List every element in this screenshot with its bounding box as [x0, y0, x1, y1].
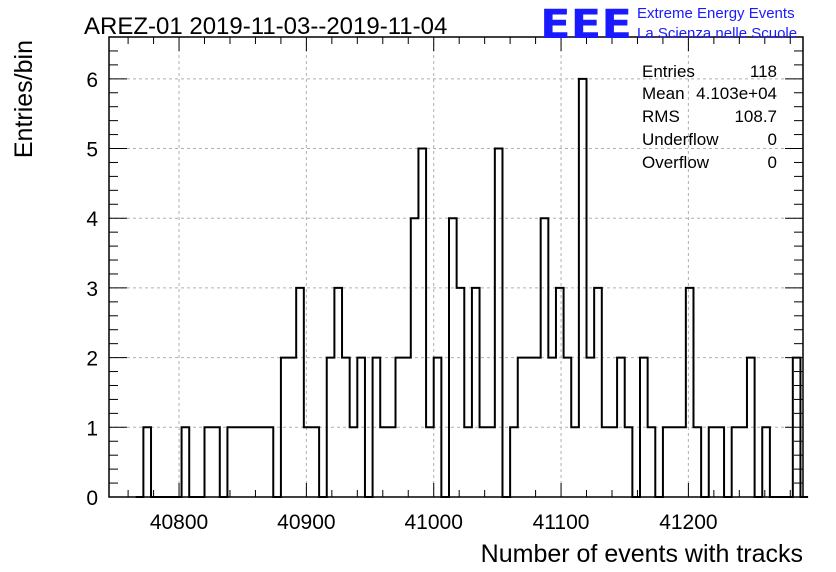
eee-logo-line1: Extreme Energy Events — [637, 5, 795, 22]
stats-entries-label: Entries — [642, 62, 695, 81]
stats-rms-label: RMS — [642, 107, 680, 126]
grid-lines — [109, 37, 803, 497]
tick-labels: 40800 40900 41000 41100 41200 0 1 2 3 4 5 6 — [86, 69, 717, 534]
x-tick-label: 41000 — [405, 511, 463, 534]
y-tick-label: 4 — [86, 208, 98, 231]
stats-mean-label: Mean — [642, 84, 685, 103]
stats-box: Entries 118 Mean 4.103e+04 RMS 108.7 Und… — [642, 62, 777, 172]
plot-frame — [108, 36, 804, 498]
axes — [108, 36, 804, 498]
stats-rms-value: 108.7 — [734, 107, 777, 126]
x-axis-label: Number of events with tracks — [481, 540, 803, 568]
chart-title: AREZ-01 2019-11-03--2019-11-04 — [84, 13, 447, 40]
histogram-series — [135, 77, 809, 498]
stats-entries-value: 118 — [750, 62, 777, 81]
y-tick-label: 2 — [86, 348, 98, 371]
eee-logo-mark: EEE — [540, 2, 632, 48]
stats-underflow-label: Underflow — [642, 130, 719, 149]
stats-underflow-value: 0 — [768, 130, 777, 149]
stats-overflow-value: 0 — [768, 153, 777, 172]
eee-logo-line2: La Scienza nelle Scuole — [637, 25, 797, 42]
y-tick-label: 6 — [86, 69, 98, 92]
x-tick-label: 40900 — [277, 511, 335, 534]
x-tick-label: 40800 — [150, 511, 208, 534]
eee-logo: EEE Extreme Energy Events La Scienza nel… — [540, 2, 797, 48]
histogram-outline — [135, 77, 809, 498]
stats-overflow-label: Overflow — [642, 153, 710, 172]
y-tick-label: 5 — [86, 139, 98, 162]
x-tick-label: 41200 — [659, 511, 717, 534]
x-tick-label: 41100 — [533, 511, 590, 534]
y-tick-label: 0 — [86, 487, 98, 510]
y-axis-label: Entries/bin — [10, 40, 38, 158]
y-tick-label: 1 — [86, 417, 98, 440]
y-tick-label: 3 — [86, 278, 98, 301]
stats-mean-value: 4.103e+04 — [696, 84, 777, 103]
